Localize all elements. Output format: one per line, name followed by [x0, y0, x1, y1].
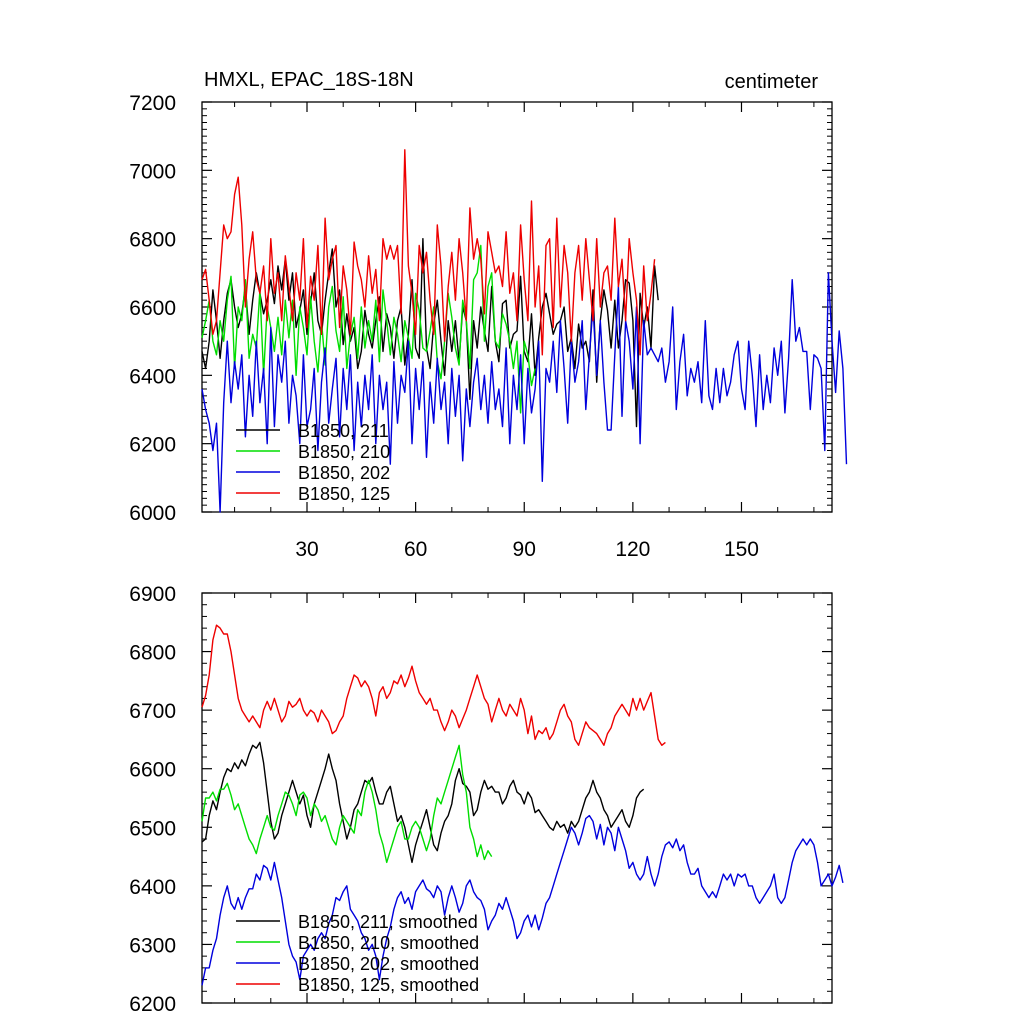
series-line: [201, 744, 493, 864]
y-tick-label: 6400: [129, 876, 176, 899]
y-tick-label: 6000: [129, 502, 176, 525]
x-tick-label: 150: [724, 538, 759, 561]
bottom-panel: 6200 6300 6400 6500 6600 6700 6800 6900 B1850, 2…: [129, 583, 844, 1016]
legend-label: B1850, 202, smoothed: [298, 954, 479, 974]
series-line: [201, 149, 656, 356]
legend-label: B1850, 202: [298, 463, 390, 483]
legend-label: B1850, 125, smoothed: [298, 975, 479, 995]
y-tick-label: 6900: [129, 583, 176, 606]
legend-label: B1850, 210: [298, 442, 390, 462]
y-tick-label: 6600: [129, 759, 176, 782]
x-tick-label: 30: [295, 538, 318, 561]
units-label: centimeter: [725, 71, 819, 93]
y-tick-label: 7200: [129, 92, 176, 115]
legend-label: B1850, 211, smoothed: [298, 912, 478, 932]
top-panel: 6000 6200 6400 6600 6800 7000 7200 30 60 90 120 150…: [129, 92, 848, 561]
y-tick-label: 7000: [129, 160, 176, 183]
y-tick-label: 6500: [129, 817, 176, 840]
y-tick-label: 6800: [129, 642, 176, 665]
x-tick-label: 120: [615, 538, 650, 561]
y-tick-label: 6200: [129, 993, 176, 1016]
y-tick-label: 6300: [129, 934, 176, 957]
x-tick-label: 90: [513, 538, 536, 561]
series-line: [201, 624, 666, 746]
series-line: [201, 741, 645, 864]
y-tick-label: 6400: [129, 365, 176, 388]
y-tick-label: 6800: [129, 229, 176, 252]
y-tick-label: 6600: [129, 297, 176, 320]
plot-frame: [201, 592, 833, 1004]
legend-label: B1850, 125: [298, 484, 390, 504]
series-line: [201, 814, 844, 986]
series-line: [201, 237, 659, 428]
y-tick-label: 6700: [129, 700, 176, 723]
legend-label: B1850, 210, smoothed: [298, 933, 479, 953]
y-tick-label: 6200: [129, 434, 176, 457]
chart-title: HMXL, EPAC_18S-18N: [204, 69, 414, 91]
legend-label: B1850, 211: [298, 421, 389, 441]
series-line: [201, 272, 848, 513]
x-tick-label: 60: [404, 538, 427, 561]
